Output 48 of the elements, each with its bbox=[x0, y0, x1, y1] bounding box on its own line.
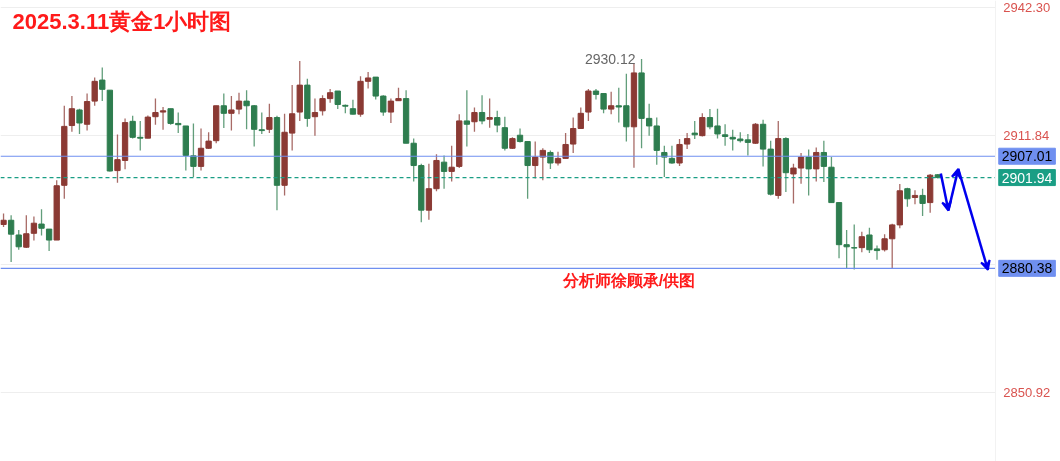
ref-line-label: 2880.38 bbox=[1001, 260, 1053, 277]
candlestick bbox=[99, 66, 106, 102]
chart-title: 2025.3.11黄金1小时图 bbox=[12, 8, 232, 34]
candlestick bbox=[608, 91, 615, 115]
candlestick bbox=[440, 154, 448, 190]
candlestick bbox=[448, 145, 455, 183]
candlestick bbox=[721, 123, 729, 147]
candlestick bbox=[235, 92, 243, 115]
candlestick bbox=[311, 97, 319, 137]
candlestick bbox=[486, 97, 493, 129]
candlestick bbox=[228, 95, 235, 132]
candlestick bbox=[691, 120, 698, 140]
candlestick bbox=[668, 145, 676, 165]
candlestick bbox=[258, 111, 265, 135]
candlestick bbox=[919, 188, 926, 217]
candlestick bbox=[813, 146, 820, 183]
candlestick bbox=[471, 106, 478, 133]
candlestick bbox=[30, 215, 38, 242]
candlestick bbox=[851, 223, 858, 271]
candlestick bbox=[820, 140, 827, 183]
y-tick-label: 2911.84 bbox=[1003, 128, 1050, 144]
candlestick bbox=[15, 229, 22, 251]
ref-line-label: 2901.94 bbox=[1001, 169, 1053, 186]
candlestick bbox=[7, 214, 15, 263]
candlestick bbox=[68, 95, 76, 133]
candlestick bbox=[805, 148, 812, 197]
candlestick bbox=[91, 76, 98, 107]
candlestick bbox=[858, 230, 865, 253]
candlestick bbox=[334, 90, 341, 110]
candlestick bbox=[501, 116, 508, 152]
candlestick bbox=[661, 145, 668, 178]
candlestick bbox=[585, 88, 592, 122]
candlestick bbox=[83, 92, 91, 132]
candlestick bbox=[23, 214, 30, 249]
candlestick bbox=[266, 103, 273, 134]
ref-line-label: 2907.01 bbox=[1001, 148, 1053, 165]
candlestick bbox=[463, 89, 471, 148]
candlestick bbox=[478, 94, 486, 125]
candlestick bbox=[197, 127, 205, 172]
annotation: 分析师徐顾承/供图 bbox=[561, 272, 696, 290]
candlestick bbox=[911, 189, 919, 205]
candlestick bbox=[547, 149, 554, 170]
y-tick-label: 2942.30 bbox=[1003, 0, 1051, 16]
annotation: 2930.12 bbox=[584, 50, 636, 67]
candlestick bbox=[220, 92, 227, 129]
y-tick-label: 2850.92 bbox=[1003, 384, 1051, 400]
candlestick bbox=[76, 108, 83, 135]
candlestick bbox=[494, 110, 501, 133]
